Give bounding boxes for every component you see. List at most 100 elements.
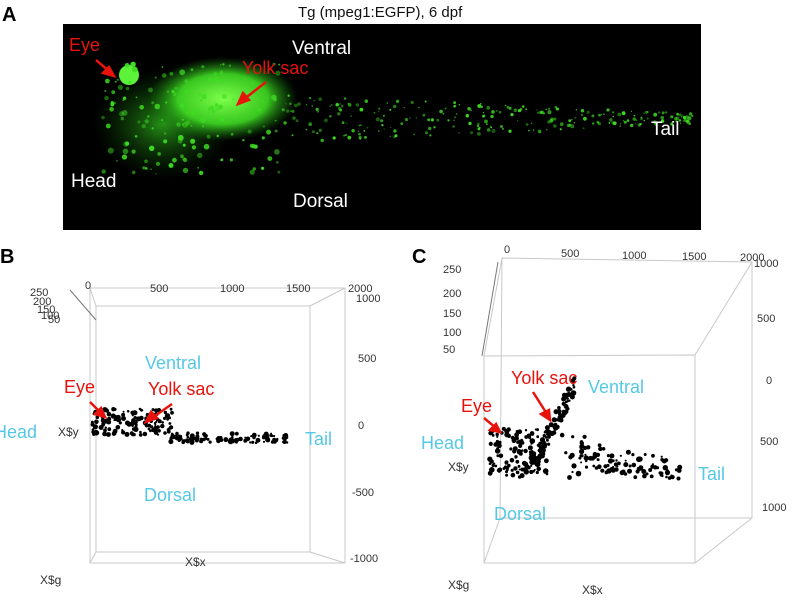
scatter-point bbox=[561, 396, 566, 402]
scatter-point bbox=[639, 465, 642, 469]
egfp-speck bbox=[308, 122, 312, 126]
egfp-speck bbox=[337, 112, 341, 116]
egfp-speck bbox=[198, 170, 204, 176]
scatter-point bbox=[539, 451, 543, 455]
egfp-speck bbox=[173, 94, 176, 96]
egfp-speck bbox=[125, 141, 130, 146]
scatter-point bbox=[105, 408, 108, 411]
egfp-speck bbox=[179, 69, 186, 76]
scatter-point bbox=[569, 452, 575, 458]
egfp-speck bbox=[117, 84, 123, 90]
egfp-speck bbox=[436, 118, 440, 122]
scatter-point bbox=[625, 449, 631, 455]
scatter-point bbox=[556, 417, 561, 422]
scatter-point bbox=[506, 433, 511, 438]
egfp-speck bbox=[201, 93, 207, 100]
egfp-speck bbox=[470, 109, 473, 112]
egfp-speck bbox=[278, 63, 281, 66]
egfp-speck bbox=[678, 119, 682, 122]
scatter-point bbox=[505, 433, 508, 436]
scatter-point bbox=[91, 430, 95, 434]
egfp-speck bbox=[393, 129, 397, 133]
egfp-speck bbox=[151, 127, 154, 130]
scatter-point bbox=[272, 440, 277, 444]
panel-c-y-tick: 500 bbox=[760, 436, 779, 448]
egfp-speck bbox=[553, 117, 557, 121]
scatter-point bbox=[523, 469, 529, 475]
egfp-speck bbox=[653, 112, 658, 117]
egfp-speck bbox=[111, 90, 116, 95]
egfp-speck bbox=[311, 105, 313, 107]
scatter-point bbox=[633, 475, 638, 480]
egfp-speck bbox=[537, 129, 542, 134]
egfp-speck bbox=[228, 64, 231, 67]
egfp-speck bbox=[478, 126, 481, 129]
egfp-speck bbox=[261, 100, 265, 104]
egfp-speck bbox=[257, 108, 261, 112]
scatter-point bbox=[161, 421, 164, 424]
scatter-point bbox=[121, 416, 126, 421]
egfp-speck bbox=[550, 117, 554, 121]
egfp-speck bbox=[229, 158, 233, 162]
egfp-speck bbox=[403, 107, 405, 109]
scatter-point bbox=[580, 454, 584, 458]
egfp-speck bbox=[172, 91, 177, 96]
panel-b-z-tick: 200 bbox=[33, 296, 52, 308]
egfp-speck bbox=[271, 94, 277, 101]
scatter-point bbox=[167, 429, 170, 432]
panel-b-z-tick: 250 bbox=[30, 287, 49, 299]
egfp-speck bbox=[635, 119, 638, 122]
egfp-speck bbox=[146, 116, 149, 118]
egfp-speck bbox=[318, 128, 322, 132]
egfp-speck bbox=[154, 76, 157, 79]
egfp-speck bbox=[510, 113, 514, 117]
egfp-speck bbox=[484, 119, 488, 124]
egfp-speck bbox=[519, 107, 522, 111]
egfp-speck bbox=[341, 121, 345, 124]
egfp-speck bbox=[664, 111, 668, 114]
panel-c-y-tick: 0 bbox=[766, 375, 773, 387]
scatter-point bbox=[107, 427, 112, 432]
egfp-speck bbox=[355, 103, 360, 107]
egfp-speck bbox=[632, 117, 636, 121]
egfp-speck bbox=[316, 132, 319, 135]
egfp-speck bbox=[540, 110, 544, 115]
panel-b-eye-label: Eye bbox=[64, 377, 96, 397]
scatter-point bbox=[103, 428, 107, 433]
panel-c-y-tick: 1000 bbox=[762, 502, 787, 514]
panel-b-x-tick: 2000 bbox=[348, 283, 373, 295]
egfp-speck bbox=[105, 123, 111, 129]
scatter-point bbox=[510, 468, 514, 472]
scatter-point bbox=[139, 430, 142, 434]
egfp-speck bbox=[190, 138, 196, 144]
scatter-point bbox=[160, 423, 165, 429]
egfp-speck bbox=[190, 124, 193, 127]
scatter-point bbox=[282, 440, 287, 444]
egfp-speck bbox=[555, 107, 559, 111]
scatter-point bbox=[151, 408, 155, 412]
egfp-speck bbox=[131, 66, 138, 73]
egfp-speck bbox=[104, 95, 109, 101]
panel-c-z-tick: 50 bbox=[443, 344, 456, 356]
egfp-speck bbox=[597, 122, 600, 125]
scatter-point bbox=[163, 410, 168, 415]
egfp-speck bbox=[347, 135, 352, 140]
egfp-speck bbox=[452, 125, 455, 128]
scatter-point bbox=[540, 439, 543, 442]
egfp-speck bbox=[491, 110, 495, 114]
egfp-speck bbox=[554, 105, 557, 109]
egfp-speck bbox=[276, 161, 279, 164]
egfp-speck bbox=[408, 117, 411, 119]
scatter-point bbox=[580, 448, 584, 452]
scatter-point bbox=[611, 468, 616, 473]
egfp-speck bbox=[612, 111, 615, 114]
egfp-speck bbox=[357, 130, 359, 132]
egfp-speck bbox=[295, 119, 299, 123]
egfp-speck bbox=[688, 122, 691, 125]
egfp-speck bbox=[329, 115, 332, 118]
larva-fluorescence bbox=[93, 57, 694, 179]
egfp-speck bbox=[583, 116, 587, 121]
egfp-speck bbox=[230, 132, 234, 136]
scatter-point bbox=[488, 441, 493, 446]
